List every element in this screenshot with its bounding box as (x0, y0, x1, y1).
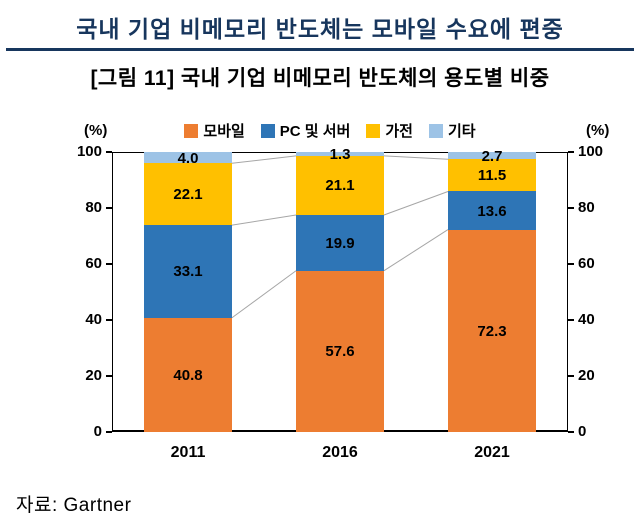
y-tick-mark-right (568, 319, 574, 321)
segment-value-label: 22.1 (173, 186, 203, 204)
y-tick-label-left: 40 (85, 311, 102, 328)
y-tick-label-right: 40 (578, 311, 595, 328)
y-tick-label-left: 0 (93, 423, 102, 440)
legend-swatch (184, 123, 199, 138)
y-tick-label-right: 60 (578, 255, 595, 272)
y-tick-mark-right (568, 375, 574, 377)
segment-value-label: 57.6 (325, 343, 355, 361)
bar-segment (144, 163, 232, 226)
segment-value-label: 21.1 (325, 177, 355, 195)
page-title: 국내 기업 비메모리 반도체는 모바일 수요에 편중 (76, 16, 564, 42)
legend-item: 가전 (366, 120, 413, 141)
y-tick-label-right: 80 (578, 199, 595, 216)
y-tick-label-right: 0 (578, 423, 587, 440)
bar-segment (296, 215, 384, 271)
y-tick-mark-right (568, 207, 574, 209)
y-tick-mark-left (106, 263, 112, 265)
y-tick-mark-right (568, 431, 574, 433)
legend-label: 가전 (385, 123, 413, 140)
bar-segment (296, 270, 384, 432)
x-axis-label: 2011 (170, 444, 206, 461)
bar-segment (448, 151, 536, 160)
x-axis-label: 2016 (322, 444, 358, 461)
legend-label: PC 및 서버 (279, 123, 351, 140)
y-tick-label-left: 20 (85, 367, 102, 384)
legend-item: 모바일 (184, 120, 245, 141)
x-axis-label: 2021 (474, 444, 510, 461)
legend-item: PC 및 서버 (260, 120, 351, 141)
y-tick-label-right: 100 (578, 143, 604, 160)
bar-segment (296, 152, 384, 156)
segment-value-label: 72.3 (477, 322, 507, 340)
bar-segment (144, 225, 232, 318)
segment-value-label: 2.7 (481, 147, 503, 165)
bar-segment (144, 152, 232, 164)
y-tick-label-right: 20 (578, 367, 595, 384)
chart-legend: 모바일 PC 및 서버 가전 기타 (120, 120, 540, 141)
bar-segment (144, 317, 232, 432)
legend-swatch (366, 123, 381, 138)
y-tick-label-left: 80 (85, 199, 102, 216)
y-tick-label-left: 60 (85, 255, 102, 272)
figure-subtitle: [그림 11] 국내 기업 비메모리 반도체의 용도별 비중 (90, 67, 550, 90)
legend-swatch (260, 123, 275, 138)
y-axis-unit-right: (%) (586, 122, 610, 139)
segment-value-label: 33.1 (173, 263, 203, 281)
source-note: 자료: Gartner (16, 495, 132, 516)
y-tick-mark-left (106, 151, 112, 153)
title-rule (6, 48, 634, 51)
segment-value-label: 13.6 (477, 202, 507, 220)
legend-swatch (428, 123, 443, 138)
segment-value-label: 11.5 (477, 167, 507, 185)
bar-segment (448, 159, 536, 192)
segment-value-label: 40.8 (173, 366, 203, 384)
y-tick-mark-left (106, 319, 112, 321)
segment-value-label: 19.9 (325, 234, 355, 252)
y-tick-mark-left (106, 207, 112, 209)
bar-segment (296, 155, 384, 215)
bar-segment (448, 229, 536, 432)
legend-item: 기타 (428, 120, 476, 141)
bar-segment (448, 191, 536, 230)
y-axis-unit-left: (%) (84, 122, 108, 139)
y-tick-label-left: 100 (76, 143, 102, 160)
legend-label: 기타 (447, 123, 476, 140)
y-tick-mark-left (106, 431, 112, 433)
y-tick-mark-right (568, 151, 574, 153)
y-tick-mark-right (568, 263, 574, 265)
legend-label: 모바일 (203, 123, 245, 140)
segment-value-label: 1.3 (329, 146, 351, 164)
segment-value-label: 4.0 (177, 149, 199, 167)
y-tick-mark-left (106, 375, 112, 377)
